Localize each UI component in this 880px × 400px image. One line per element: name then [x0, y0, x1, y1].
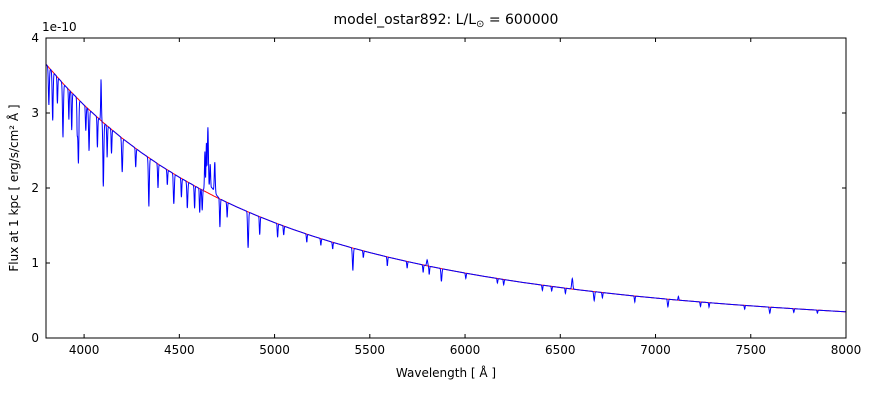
- x-tick-label: 8000: [831, 343, 862, 357]
- spectrum-line: [45, 63, 847, 315]
- y-axis-label: Flux at 1 kpc [ erg/s/cm² Å ]: [7, 104, 21, 272]
- x-tick-label: 6000: [450, 343, 481, 357]
- title-prefix: model_ostar892: L/L: [333, 12, 476, 28]
- x-tick-label: 7500: [735, 343, 766, 357]
- chart-title: model_ostar892: L/L⊙ = 600000: [46, 12, 846, 30]
- y-tick-label: 3: [31, 106, 39, 120]
- x-tick-label: 5000: [259, 343, 290, 357]
- x-tick-label: 7000: [640, 343, 671, 357]
- y-axis-ticks: 0 1 2 3 4: [31, 31, 846, 345]
- x-tick-label: 6500: [545, 343, 576, 357]
- y-tick-label: 4: [31, 31, 39, 45]
- y-tick-label: 0: [31, 331, 39, 345]
- plot-frame: [45, 37, 847, 339]
- continuum-line: [45, 63, 846, 313]
- y-tick-label: 1: [31, 256, 39, 270]
- sun-symbol-subscript: ⊙: [476, 19, 485, 30]
- x-tick-label: 4500: [164, 343, 195, 357]
- x-axis-ticks: 4000 4500 5000 5500 6000 6500 7000 7500 8000: [69, 38, 861, 357]
- y-axis-offset-label: 1e-10: [42, 20, 77, 34]
- title-suffix: = 600000: [484, 12, 559, 28]
- y-tick-label: 2: [31, 181, 39, 195]
- x-tick-label: 5500: [355, 343, 386, 357]
- x-tick-label: 4000: [69, 343, 100, 357]
- x-axis-label: Wavelength [ Å ]: [395, 366, 497, 380]
